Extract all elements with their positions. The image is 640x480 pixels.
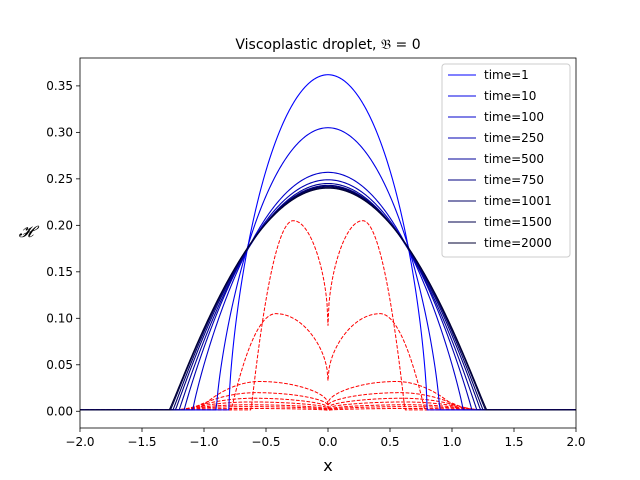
height-profile-series-group: [80, 74, 576, 411]
y-tick-label: 0.20: [46, 218, 73, 232]
legend-label: time=100: [484, 110, 544, 124]
legend-label: time=2000: [484, 236, 552, 250]
x-tick-label: −1.5: [127, 435, 156, 449]
y-tick-label: 0.15: [46, 265, 73, 279]
y-tick-label: 0.10: [46, 311, 73, 325]
legend-label: time=500: [484, 152, 544, 166]
legend-label: time=750: [484, 173, 544, 187]
x-axis-label: x: [323, 456, 332, 475]
legend-label: time=1500: [484, 215, 552, 229]
legend-label: time=1: [484, 68, 529, 82]
legend: time=1 time=10 time=100 time=250 time=500 tim…: [441, 63, 571, 258]
y-tick-label: 0.25: [46, 172, 73, 186]
x-tick-label: 0.0: [318, 435, 337, 449]
y-tick-label: 0.05: [46, 358, 73, 372]
x-tick-label: 1.0: [442, 435, 461, 449]
x-tick-label: −0.5: [251, 435, 280, 449]
legend-label: time=250: [484, 131, 544, 145]
y-tick-label: 0.30: [46, 125, 73, 139]
legend-label: time=1001: [484, 194, 552, 208]
x-tick-label: −1.0: [189, 435, 218, 449]
x-tick-label: −2.0: [65, 435, 94, 449]
y-tick-label: 0.00: [46, 404, 73, 418]
legend-label: time=10: [484, 89, 536, 103]
legend-box: [441, 63, 571, 258]
y-axis: 0.00 0.05 0.10 0.15 0.20 0.25 0.30 0.35: [46, 79, 80, 418]
x-tick-label: 2.0: [566, 435, 585, 449]
height-profile-line-9: [80, 187, 576, 411]
chart-title: Viscoplastic droplet, 𝔅 = 0: [235, 37, 420, 53]
y-tick-label: 0.35: [46, 79, 73, 93]
x-axis: −2.0 −1.5 −1.0 −0.5 0.0 0.5 1.0 1.5 2.0: [65, 428, 586, 449]
x-tick-label: 0.5: [380, 435, 399, 449]
x-tick-label: 1.5: [504, 435, 523, 449]
